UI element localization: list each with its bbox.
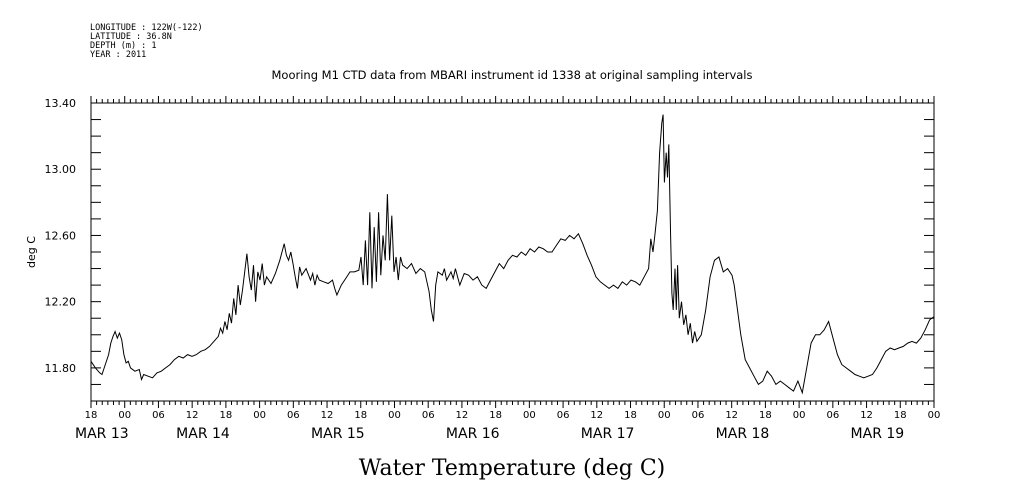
x-hour-label: 00 bbox=[523, 410, 536, 421]
x-hour-label: 06 bbox=[422, 410, 435, 421]
x-hour-label: 06 bbox=[557, 410, 570, 421]
x-hour-label: 00 bbox=[793, 410, 806, 421]
y-axis-label: deg C bbox=[25, 236, 38, 268]
x-hour-label: 06 bbox=[826, 410, 839, 421]
y-tick-label: 12.20 bbox=[45, 296, 77, 309]
y-tick-label: 13.00 bbox=[45, 163, 77, 176]
x-hour-label: 18 bbox=[220, 410, 233, 421]
year-label: YEAR : 2011 bbox=[90, 50, 146, 60]
x-hour-label: 18 bbox=[354, 410, 367, 421]
latitude-label: LATITUDE : 36.8N bbox=[90, 32, 172, 42]
x-axis: 18 00 06 12 18 00 06 12 18 00 06 12 18 00 06 12 18 00 06 12… bbox=[75, 96, 940, 442]
x-hour-label: 18 bbox=[624, 410, 637, 421]
x-hour-label: 06 bbox=[692, 410, 705, 421]
x-hour-label: 00 bbox=[928, 410, 941, 421]
x-hour-label: 18 bbox=[759, 410, 772, 421]
x-hour-label: 06 bbox=[287, 410, 300, 421]
x-hour-label: 00 bbox=[118, 410, 131, 421]
plot-frame bbox=[90, 102, 935, 402]
x-date-label: MAR 13 bbox=[75, 426, 129, 442]
temperature-series-line bbox=[90, 114, 935, 395]
y-tick-label: 11.80 bbox=[45, 362, 77, 375]
y-axis: 13.40 13.00 12.60 12.20 11.80 bbox=[45, 97, 934, 402]
x-hour-label: 12 bbox=[186, 410, 199, 421]
x-date-label: MAR 18 bbox=[716, 426, 770, 442]
y-tick-label: 12.60 bbox=[45, 229, 77, 242]
x-date-label: MAR 15 bbox=[311, 426, 365, 442]
x-hour-label: 12 bbox=[860, 410, 873, 421]
x-date-label: MAR 19 bbox=[851, 426, 905, 442]
x-hour-label: 12 bbox=[725, 410, 738, 421]
x-axis-title: Water Temperature (deg C) bbox=[359, 456, 666, 481]
x-hour-label: 12 bbox=[590, 410, 603, 421]
chart-title: Mooring M1 CTD data from MBARI instrumen… bbox=[272, 68, 753, 82]
x-hour-label: 00 bbox=[388, 410, 401, 421]
x-hour-label: 12 bbox=[321, 410, 334, 421]
x-hour-label: 18 bbox=[894, 410, 907, 421]
x-hour-label: 12 bbox=[456, 410, 469, 421]
x-hour-label: 18 bbox=[85, 410, 98, 421]
x-hour-label: 18 bbox=[489, 410, 502, 421]
x-date-label: MAR 14 bbox=[176, 426, 230, 442]
x-date-label: MAR 17 bbox=[581, 426, 635, 442]
depth-label: DEPTH (m) : 1 bbox=[90, 41, 157, 51]
x-hour-label: 06 bbox=[152, 410, 165, 421]
y-tick-label: 13.40 bbox=[45, 97, 77, 110]
x-hour-label: 00 bbox=[658, 410, 671, 421]
longitude-label: LONGITUDE : 122W(-122) bbox=[90, 23, 203, 33]
x-date-label: MAR 16 bbox=[446, 426, 500, 442]
x-hour-label: 00 bbox=[253, 410, 266, 421]
